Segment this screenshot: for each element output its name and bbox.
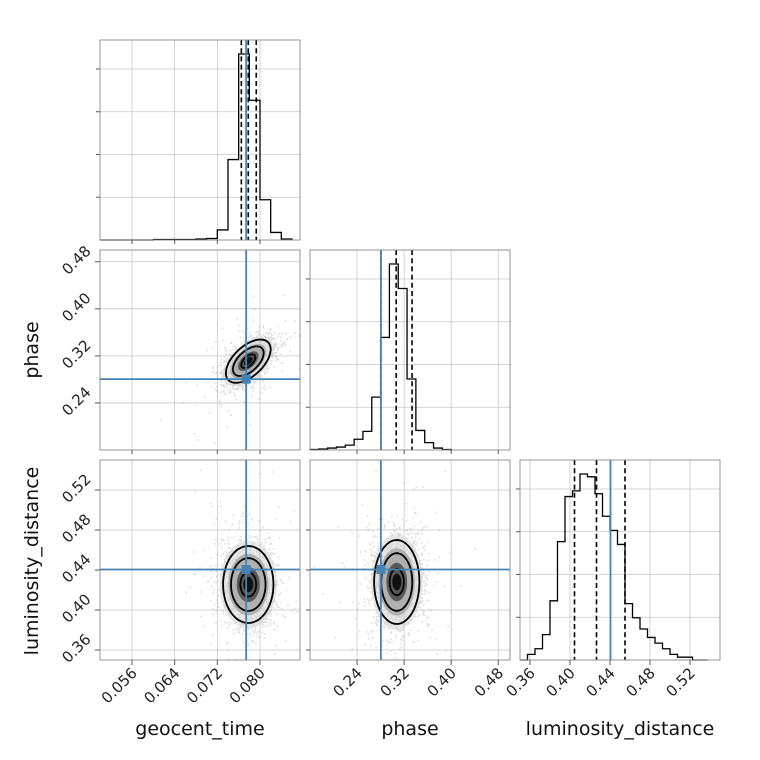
- posterior-geocent_time-vs-luminosity_distance-contour-2: [222, 545, 275, 624]
- posterior-phase-vs-luminosity_distance-density-core: [392, 573, 402, 591]
- posterior-phase-vs-luminosity_distance-frame: [309, 459, 511, 661]
- posterior-phase-vs-luminosity_distance-contour-0: [388, 567, 405, 597]
- xtick-label-luminosity_distance-4: 0.52: [662, 664, 698, 700]
- xtick-label-phase-2: 0.40: [424, 664, 460, 700]
- posterior-phase-vs-luminosity_distance-panel: [309, 459, 511, 661]
- ytick-label-luminosity_distance-2: 0.44: [58, 550, 94, 586]
- x-axis-label-geocent-time: geocent_time: [135, 718, 264, 740]
- hist-geocent_time-panel: [96, 39, 301, 241]
- posterior-geocent_time-vs-luminosity_distance-panel: [99, 459, 301, 661]
- xtick-label-geocent_time-3: 0.080: [226, 664, 269, 707]
- posterior-phase-vs-luminosity_distance-inner: [313, 470, 476, 659]
- ytick-label-luminosity_distance-4: 0.52: [58, 470, 94, 506]
- xtick-label-phase-3: 0.48: [471, 664, 507, 700]
- posterior-geocent_time-vs-luminosity_distance-density-core: [243, 576, 254, 593]
- xtick-label-geocent_time-0: 0.056: [98, 664, 141, 707]
- posterior-geocent_time-vs-phase-truth-point: [241, 374, 251, 384]
- hist-luminosity_distance-panel: [516, 459, 721, 661]
- xtick-label-luminosity_distance-2: 0.44: [582, 664, 618, 700]
- x-axis-label-phase: phase: [381, 718, 438, 740]
- posterior-geocent_time-vs-luminosity_distance-inner: [185, 469, 298, 660]
- posterior-phase-vs-luminosity_distance-truth-point: [376, 565, 386, 574]
- ytick-label-phase-3: 0.48: [58, 242, 94, 278]
- posterior-geocent_time-vs-phase-inner: [159, 294, 300, 445]
- posterior-phase-vs-luminosity_distance-contour-2: [373, 539, 421, 625]
- hist-geocent_time-frame: [99, 39, 301, 241]
- xtick-label-luminosity_distance-1: 0.40: [542, 664, 578, 700]
- ytick-label-luminosity_distance-3: 0.48: [58, 510, 94, 546]
- xtick-label-luminosity_distance-0: 0.36: [502, 664, 538, 700]
- posterior-geocent_time-vs-luminosity_distance-frame: [99, 459, 301, 661]
- hist-luminosity_distance-steps: [520, 473, 708, 661]
- ytick-label-phase-0: 0.24: [58, 383, 94, 419]
- hist-phase-panel: [306, 249, 511, 451]
- hist-phase-frame: [309, 249, 511, 451]
- xtick-label-phase-1: 0.32: [377, 664, 413, 700]
- posterior-geocent_time-vs-luminosity_distance-contour-0: [239, 571, 258, 598]
- ytick-label-phase-1: 0.32: [58, 336, 94, 372]
- posterior-geocent_time-vs-phase-contour-0: [240, 353, 257, 369]
- hist-geocent_time-steps: [100, 53, 293, 241]
- posterior-geocent_time-vs-phase-contour-1: [231, 345, 265, 377]
- y-axis-label-luminosity-distance: luminosity_distance: [21, 467, 43, 656]
- posterior-geocent_time-vs-luminosity_distance-truth-point: [241, 565, 251, 574]
- posterior-geocent_time-vs-phase-panel: [99, 249, 301, 451]
- xtick-label-geocent_time-2: 0.072: [183, 664, 226, 707]
- posterior-geocent_time-vs-phase-contour-2: [224, 338, 272, 384]
- ytick-label-phase-2: 0.40: [58, 289, 94, 325]
- xtick-label-luminosity_distance-3: 0.48: [622, 664, 658, 700]
- hist-luminosity_distance-frame: [519, 459, 721, 661]
- posterior-geocent_time-vs-phase-frame: [99, 249, 301, 451]
- ytick-label-luminosity_distance-0: 0.36: [58, 630, 94, 666]
- x-axis-label-luminosity-distance: luminosity_distance: [526, 718, 715, 740]
- y-axis-label-phase: phase: [21, 321, 43, 378]
- xtick-label-phase-0: 0.24: [330, 664, 366, 700]
- ytick-label-luminosity_distance-1: 0.40: [58, 590, 94, 626]
- posterior-geocent_time-vs-luminosity_distance-contour-1: [230, 557, 267, 612]
- xtick-label-geocent_time-1: 0.064: [140, 664, 183, 707]
